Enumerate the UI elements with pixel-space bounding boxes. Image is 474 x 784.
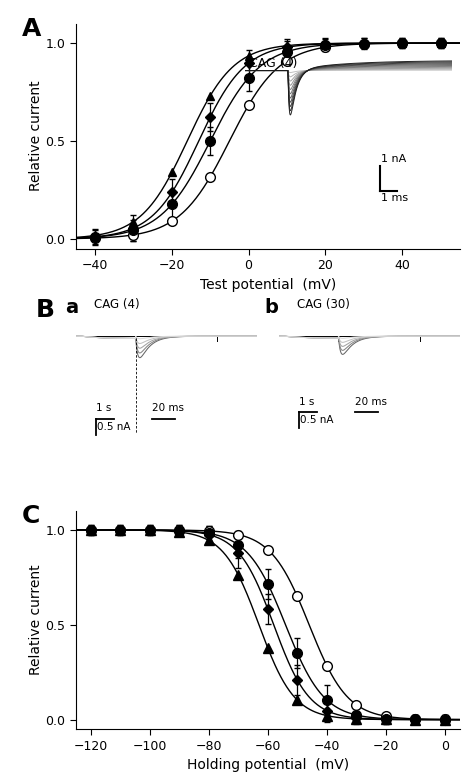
Text: B: B: [36, 299, 55, 322]
Text: 0.5 nA: 0.5 nA: [97, 422, 130, 432]
Text: CAG (4): CAG (4): [94, 299, 139, 311]
X-axis label: Holding potential  (mV): Holding potential (mV): [187, 758, 349, 772]
Text: 20 ms: 20 ms: [355, 397, 387, 407]
Text: a: a: [65, 299, 78, 318]
Text: 0.5 nA: 0.5 nA: [300, 416, 333, 425]
X-axis label: Test potential  (mV): Test potential (mV): [200, 278, 336, 292]
Text: 1 s: 1 s: [96, 403, 111, 413]
Text: 20 ms: 20 ms: [152, 403, 184, 413]
Y-axis label: Relative current: Relative current: [28, 81, 43, 191]
Text: CAG (30): CAG (30): [297, 299, 350, 311]
Text: C: C: [22, 504, 40, 528]
Text: b: b: [264, 299, 278, 318]
Text: 1 s: 1 s: [299, 397, 314, 407]
Text: A: A: [22, 16, 41, 41]
Y-axis label: Relative current: Relative current: [28, 564, 43, 675]
